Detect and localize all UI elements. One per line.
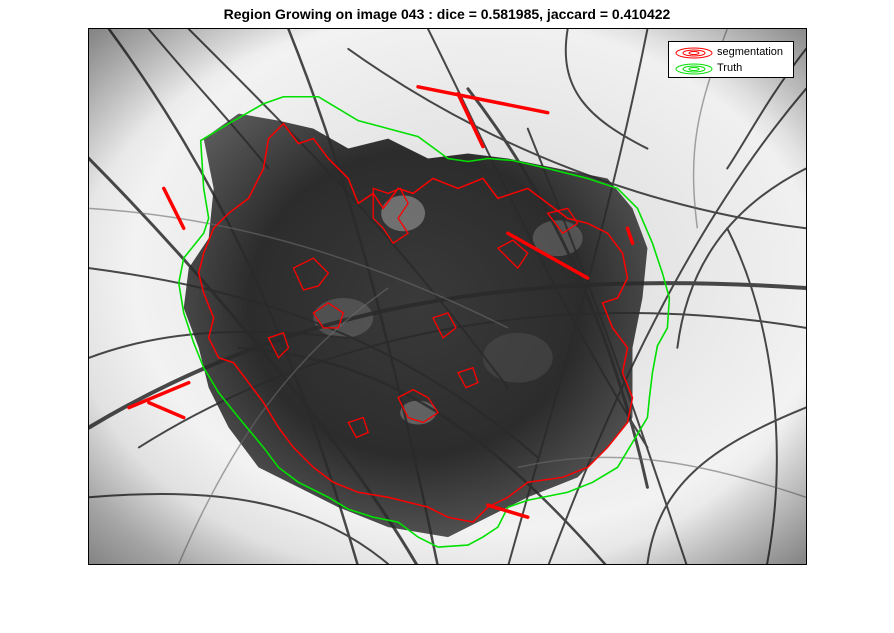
legend-label-truth: Truth: [717, 62, 743, 74]
segmentation-swatch-icon: [675, 47, 713, 59]
image-axes: [88, 28, 807, 565]
segmentation-contour: [197, 122, 634, 523]
legend-item-truth: Truth: [669, 61, 793, 77]
legend-label-segmentation: segmentation: [717, 46, 784, 58]
dermoscopy-image: [89, 29, 806, 564]
figure-title: Region Growing on image 043 : dice = 0.5…: [223, 6, 671, 22]
truth-contour: [177, 95, 671, 548]
truth-swatch-icon: [675, 63, 713, 75]
legend: segmentation Truth: [668, 41, 794, 78]
legend-item-segmentation: segmentation: [669, 45, 793, 61]
